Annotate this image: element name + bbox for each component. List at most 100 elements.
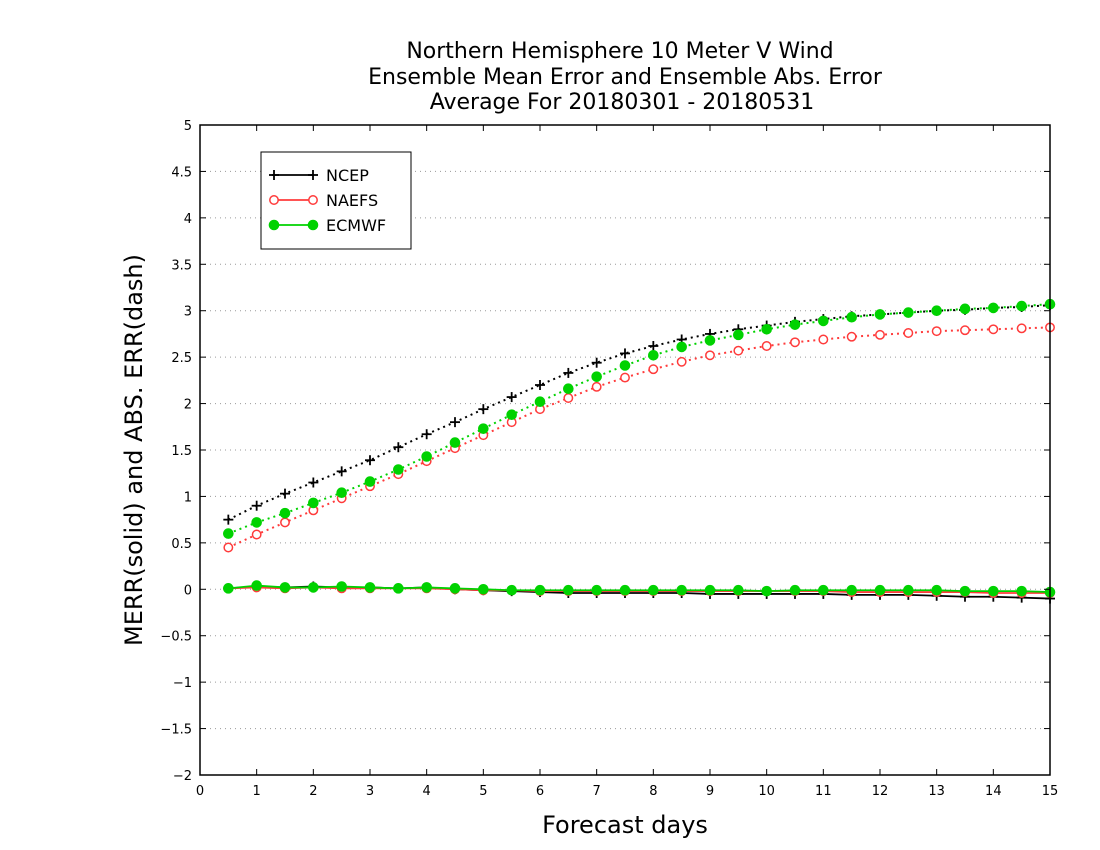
ecmwf-abs-error-point	[393, 464, 404, 475]
ecmwf-mean-error-point	[279, 582, 291, 593]
ncep-abs-error-point	[450, 417, 460, 428]
legend-label-ncep: NCEP	[326, 166, 369, 185]
legend-marker	[268, 219, 280, 231]
ecmwf-mean-error-point	[478, 583, 489, 595]
ecmwf-mean-error-point	[988, 585, 999, 597]
naefs-abs-error-point	[280, 517, 290, 528]
y-tick-label: 2	[184, 398, 192, 413]
naefs-abs-error-point	[931, 326, 942, 337]
y-tick-label: −2	[173, 769, 192, 784]
ecmwf-mean-error-point	[364, 582, 376, 593]
ncep-abs-error-point	[591, 357, 602, 368]
chart-title-line-3: Average For 20180301 - 20180531	[430, 90, 815, 115]
ncep-abs-error-point	[648, 341, 659, 351]
ecmwf-mean-error-point	[846, 584, 857, 596]
ncep-abs-error-point	[506, 392, 517, 403]
ecmwf-mean-error-point	[676, 584, 687, 596]
x-tick-label: 14	[985, 784, 1002, 799]
x-tick-label: 1	[253, 784, 261, 799]
ecmwf-abs-error-point	[591, 371, 602, 382]
series-layer	[223, 298, 1056, 604]
ecmwf-mean-error-point	[506, 584, 517, 596]
ecmwf-mean-error-point	[761, 585, 772, 597]
y-tick-label: 1.5	[171, 444, 192, 459]
naefs-abs-error-point	[761, 341, 772, 351]
ncep-abs-error-point	[223, 514, 234, 525]
naefs-abs-error-point	[648, 364, 659, 375]
ecmwf-abs-error-point	[931, 305, 942, 317]
ecmwf-mean-error-point	[223, 583, 234, 594]
ecmwf-mean-error-point	[251, 580, 262, 591]
y-tick-label: −0.5	[160, 630, 192, 645]
ecmwf-abs-error-point	[846, 311, 857, 323]
ncep-abs-error-point	[620, 348, 630, 359]
ecmwf-mean-error-point	[619, 584, 631, 596]
naefs-abs-error-point	[903, 328, 914, 338]
y-tick-label: −1	[173, 676, 192, 691]
naefs-abs-error-point	[790, 337, 800, 348]
legend-marker	[307, 219, 319, 231]
legend-marker	[308, 170, 318, 180]
ecmwf-abs-error-point	[789, 319, 801, 330]
ecmwf-abs-error-point	[761, 323, 772, 335]
chart-title-line-1: Northern Hemisphere 10 Meter V Wind	[406, 39, 833, 64]
y-tick-label: 5	[184, 119, 192, 134]
y-tick-label: 0	[184, 583, 192, 598]
chart-title: Northern Hemisphere 10 Meter V Wind Ense…	[368, 39, 883, 115]
ncep-abs-error-line	[227, 304, 1051, 521]
ecmwf-mean-error-point	[393, 583, 404, 594]
ecmwf-abs-error-point	[364, 476, 376, 487]
series-ncep	[223, 300, 1055, 604]
naefs-abs-error-point	[620, 372, 630, 383]
naefs-abs-error-point	[223, 542, 234, 553]
ecmwf-abs-error-point	[563, 383, 574, 395]
ecmwf-abs-error-point	[279, 507, 291, 519]
y-tick-label: 4.5	[171, 165, 192, 180]
legend-label-ecmwf: ECMWF	[326, 216, 386, 235]
ecmwf-abs-error-point	[308, 497, 319, 509]
ecmwf-abs-error-point	[478, 423, 489, 434]
ncep-abs-error-point	[421, 429, 432, 440]
x-tick-label: 11	[815, 784, 832, 799]
y-tick-label: −1.5	[160, 723, 192, 738]
ncep-abs-error-point	[563, 367, 574, 378]
x-tick-label: 5	[479, 784, 487, 799]
ecmwf-abs-error-point	[619, 360, 631, 371]
legend-label-naefs: NAEFS	[326, 191, 378, 210]
ecmwf-abs-error-point	[223, 528, 234, 539]
x-tick-label: 8	[649, 784, 657, 799]
naefs-abs-error-point	[875, 329, 885, 340]
ncep-abs-error-point	[365, 455, 375, 466]
x-tick-label: 3	[366, 784, 374, 799]
ecmwf-abs-error-point	[421, 451, 432, 462]
ecmwf-mean-error-point	[421, 582, 432, 593]
chart-title-line-2: Ensemble Mean Error and Ensemble Abs. Er…	[368, 65, 883, 90]
ecmwf-abs-error-point	[648, 349, 659, 361]
ecmwf-mean-error-point	[648, 584, 659, 596]
x-tick-label: 2	[309, 784, 317, 799]
series-ecmwf	[223, 298, 1056, 598]
legend-marker	[269, 170, 279, 180]
ecmwf-abs-error-line	[227, 303, 1051, 535]
ecmwf-mean-error-point	[591, 584, 602, 596]
x-tick-label: 7	[593, 784, 601, 799]
y-tick-label: 2.5	[171, 351, 192, 366]
ecmwf-abs-error-point	[704, 335, 716, 346]
ecmwf-abs-error-point	[818, 315, 829, 327]
ecmwf-mean-error-point	[1016, 585, 1027, 597]
ecmwf-abs-error-point	[251, 517, 262, 528]
naefs-abs-error-point	[846, 331, 857, 342]
x-tick-label: 4	[423, 784, 431, 799]
ncep-abs-error-point	[308, 477, 319, 488]
naefs-abs-error-point	[960, 325, 970, 336]
ecmwf-mean-error-point	[534, 584, 546, 596]
y-tick-label: 0.5	[171, 537, 192, 552]
ecmwf-mean-error-point	[903, 584, 914, 596]
grid	[200, 170, 1050, 730]
ecmwf-mean-error-point	[704, 584, 716, 596]
legend-item-naefs: NAEFS	[269, 191, 378, 210]
naefs-abs-error-point	[705, 350, 715, 361]
ecmwf-mean-error-point	[931, 584, 942, 596]
ecmwf-abs-error-point	[959, 303, 971, 315]
